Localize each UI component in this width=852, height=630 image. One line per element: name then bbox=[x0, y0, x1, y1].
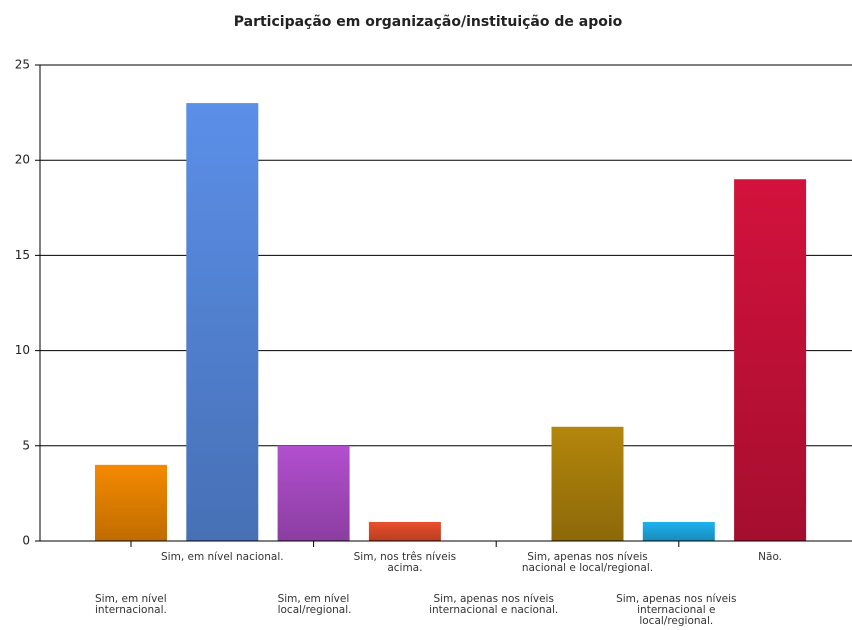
x-tick-label: Sim, apenas nos níveis internacional e n… bbox=[429, 593, 559, 616]
y-tick-label: 5 bbox=[22, 438, 30, 452]
x-tick-label: Não. bbox=[758, 551, 783, 563]
x-tick-label: Sim, apenas nos níveis nacional e local/… bbox=[521, 551, 654, 574]
y-tick-label: 20 bbox=[15, 153, 30, 167]
x-tick-label: Sim, em nível local/regional. bbox=[277, 593, 352, 616]
bar bbox=[642, 521, 715, 541]
x-tick-label: Sim, nos três níveis acima. bbox=[353, 551, 457, 574]
x-tick-label: Sim, em nível internacional. bbox=[95, 593, 167, 616]
y-tick-label: 15 bbox=[15, 248, 30, 262]
bar bbox=[277, 445, 350, 541]
bar bbox=[95, 464, 167, 541]
bar bbox=[734, 179, 807, 542]
x-tick-label: Sim, apenas nos níveis internacional e l… bbox=[616, 593, 737, 627]
chart-title: Participação em organização/instituição … bbox=[234, 14, 623, 30]
bar bbox=[186, 103, 259, 541]
x-tick-label: Sim, em nível nacional. bbox=[161, 551, 284, 563]
bar bbox=[551, 426, 624, 541]
y-tick-label: 0 bbox=[22, 534, 30, 548]
y-tick-label: 10 bbox=[15, 343, 30, 357]
y-tick-label: 25 bbox=[15, 58, 30, 72]
bar bbox=[368, 521, 441, 541]
